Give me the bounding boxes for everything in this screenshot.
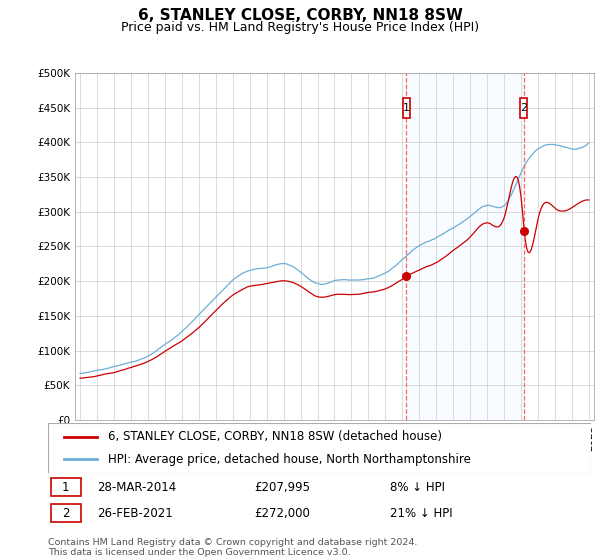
FancyBboxPatch shape (403, 99, 410, 118)
FancyBboxPatch shape (520, 99, 527, 118)
Text: 1: 1 (403, 103, 410, 113)
FancyBboxPatch shape (51, 504, 80, 522)
Bar (406, 73, 524, 420)
Text: 8% ↓ HPI: 8% ↓ HPI (390, 481, 445, 494)
Text: £207,995: £207,995 (254, 481, 310, 494)
Text: £272,000: £272,000 (254, 507, 310, 520)
Text: 21% ↓ HPI: 21% ↓ HPI (390, 507, 453, 520)
Text: 6, STANLEY CLOSE, CORBY, NN18 8SW (detached house): 6, STANLEY CLOSE, CORBY, NN18 8SW (detac… (108, 431, 442, 444)
Text: 26-FEB-2021: 26-FEB-2021 (97, 507, 173, 520)
Text: Price paid vs. HM Land Registry's House Price Index (HPI): Price paid vs. HM Land Registry's House … (121, 21, 479, 34)
Text: 6, STANLEY CLOSE, CORBY, NN18 8SW: 6, STANLEY CLOSE, CORBY, NN18 8SW (137, 8, 463, 24)
FancyBboxPatch shape (51, 478, 80, 496)
FancyBboxPatch shape (48, 423, 591, 473)
Text: 2: 2 (520, 103, 527, 113)
Text: Contains HM Land Registry data © Crown copyright and database right 2024.
This d: Contains HM Land Registry data © Crown c… (48, 538, 418, 557)
Text: 1: 1 (62, 481, 70, 494)
Text: HPI: Average price, detached house, North Northamptonshire: HPI: Average price, detached house, Nort… (108, 452, 470, 465)
Text: 28-MAR-2014: 28-MAR-2014 (97, 481, 176, 494)
Text: 2: 2 (62, 507, 70, 520)
